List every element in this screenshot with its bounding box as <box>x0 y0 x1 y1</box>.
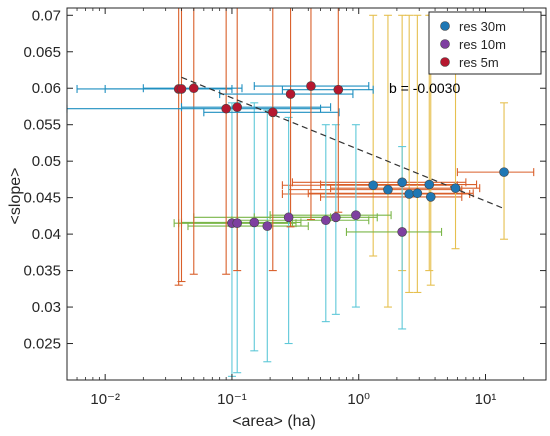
data-point <box>232 218 242 228</box>
x-tick-label: 10⁻¹ <box>217 391 247 408</box>
y-tick-label: 0.04 <box>32 226 61 243</box>
data-point <box>285 89 296 99</box>
data-point <box>333 84 344 95</box>
data-point <box>232 102 242 112</box>
legend-label: res 30m <box>459 19 506 34</box>
data-point <box>188 83 199 94</box>
data-point <box>249 217 260 228</box>
axes-layer: 10⁻² 10⁻¹ 10⁰ 10¹ 0.025 0.03 0.035 0.04 0.045 0.0… <box>23 7 547 408</box>
y-tick-label: 0.065 <box>23 44 61 61</box>
data-point <box>397 227 407 237</box>
legend-marker <box>440 57 450 67</box>
data-point <box>306 81 316 91</box>
data-point <box>321 215 331 226</box>
legend-marker <box>440 39 450 49</box>
data-point <box>221 103 231 114</box>
data-point <box>412 188 423 199</box>
data-point <box>368 180 378 191</box>
legend: res 30m res 10m res 5m <box>428 11 542 75</box>
legend-label: res 5m <box>459 55 499 70</box>
markers-layer <box>173 81 509 237</box>
data-point <box>176 84 187 94</box>
data-point <box>351 210 361 220</box>
y-tick-label: 0.055 <box>23 117 61 134</box>
data-point <box>499 167 509 177</box>
x-tick-label: 10⁰ <box>347 391 370 408</box>
y-tick-label: 0.035 <box>23 263 61 280</box>
axes-box <box>66 7 547 381</box>
x-tick-label: 10¹ <box>475 391 497 408</box>
trend-line <box>181 76 505 210</box>
legend-label: res 10m <box>459 37 506 52</box>
data-point <box>331 212 341 223</box>
data-point <box>283 212 294 223</box>
y-tick-label: 0.03 <box>32 299 61 316</box>
legend-marker <box>440 21 450 31</box>
data-point <box>383 184 393 195</box>
y-tick-label: 0.06 <box>32 80 61 97</box>
y-tick-label: 0.07 <box>32 7 61 24</box>
data-point <box>404 189 414 199</box>
x-tick-label: 10⁻² <box>90 391 120 408</box>
y-tick-label: 0.05 <box>32 153 61 170</box>
data-point <box>262 221 273 231</box>
data-point <box>425 192 436 202</box>
data-point <box>450 183 461 193</box>
y-tick-label: 0.025 <box>23 336 61 353</box>
data-point <box>397 177 407 188</box>
errorbars-layer <box>66 8 535 377</box>
y-tick-label: 0.045 <box>23 190 61 207</box>
data-point <box>424 179 435 190</box>
y-axis-title: <slope> <box>7 168 24 225</box>
trend-layer <box>181 76 505 210</box>
slope-annotation: b = -0.0030 <box>389 80 460 96</box>
data-point <box>267 107 278 118</box>
x-axis-title: <area> (ha) <box>232 413 316 430</box>
